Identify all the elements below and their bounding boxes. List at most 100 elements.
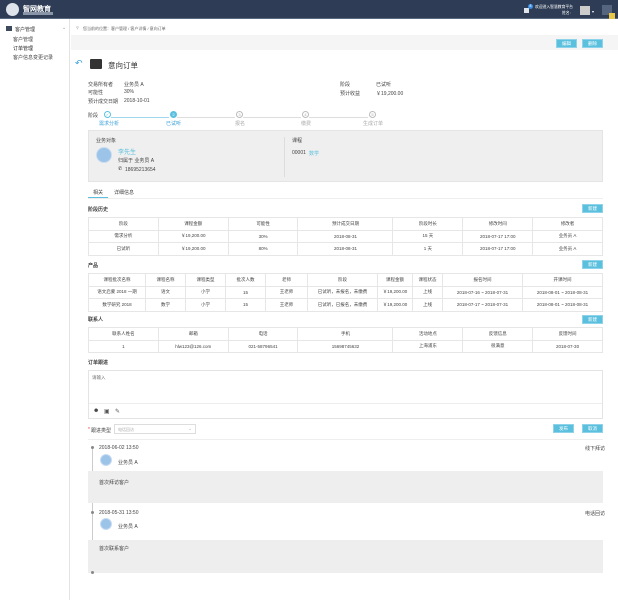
cell: ￥19,200.00 xyxy=(157,242,229,256)
contacts-table: 联系人姓名 邮箱 电话 手机 活动地点 反馈信息 反馈时间 1 hlw123@126.com 0… xyxy=(88,327,603,353)
timeline-end-dot xyxy=(91,571,94,574)
user-avatar xyxy=(100,454,112,466)
col-header: 开课时间 xyxy=(522,273,603,287)
sidebar-item-change-log[interactable]: 客户信息变更记录 xyxy=(13,55,54,61)
step-line xyxy=(111,117,169,118)
col-header: 可能性 xyxy=(227,217,299,231)
customer-card xyxy=(88,130,603,182)
top-header: 智网教育 8 欢迎进入智慧教育平台 姓名: ▾ xyxy=(0,0,618,19)
user-avatar[interactable] xyxy=(580,6,590,15)
cell: 语文启蒙 2018 一期 xyxy=(88,285,146,299)
history-new-button[interactable]: 新建 xyxy=(582,204,603,213)
col-header: 活动地点 xyxy=(392,327,464,341)
cell: 2018-08-01 ~ 2018-08-31 xyxy=(522,298,603,312)
cell: 15 xyxy=(225,285,266,299)
back-icon[interactable]: ↶ xyxy=(75,58,83,68)
stage-label: 阶段 xyxy=(340,82,351,88)
table-row: 数学研究 2018 数学 小学 15 王老师 已试听，已报名，未缴费 ￥19,200.00 上… xyxy=(88,298,603,312)
logo-text: 智网教育 xyxy=(23,6,51,13)
cell: 2018-08-31 xyxy=(297,242,394,256)
close-date-value: 2018-10-01 xyxy=(124,98,150,104)
cell: 2018-08-01 ~ 2018-08-31 xyxy=(522,285,603,299)
cell: 2018-07-17 ~ 2018-07-31 xyxy=(442,298,523,312)
delete-button[interactable]: 删除 xyxy=(582,39,603,48)
products-new-button[interactable]: 新建 xyxy=(582,260,603,269)
timeline-type: 电话回访 xyxy=(585,511,606,517)
contacts-title: 联系人 xyxy=(88,317,104,323)
message-icon[interactable] xyxy=(524,8,529,13)
followup-divider xyxy=(88,439,603,440)
followup-textarea[interactable] xyxy=(89,371,602,404)
attachment-icon[interactable]: ✎ xyxy=(115,409,121,415)
cell: 很满意 xyxy=(462,339,534,353)
publish-button[interactable]: 发布 xyxy=(553,424,574,433)
customer-phone: 18695213654 xyxy=(125,167,156,173)
contacts-new-button[interactable]: 新建 xyxy=(582,315,603,324)
cell: 2018-07-30 xyxy=(532,339,603,353)
step-line xyxy=(177,117,235,118)
chevron-down-icon: ⌄ xyxy=(188,426,193,432)
customer-name[interactable]: 李先生 xyxy=(118,150,137,156)
table-row: 1 hlw123@126.com 021-58796541 15698745632 上海… xyxy=(88,339,603,353)
followup-type-select[interactable]: 电话回访 ⌄ xyxy=(114,424,196,434)
cell: 业务员 A xyxy=(532,242,603,256)
col-header: 报名时间 xyxy=(442,273,523,287)
col-header: 课程金额 xyxy=(377,273,413,287)
cell: 业务员 A xyxy=(532,229,603,243)
cell: 上线 xyxy=(412,298,443,312)
col-header: 课程金额 xyxy=(157,217,229,231)
cell: 2018-08-31 xyxy=(297,229,394,243)
cell: 已试听，已报名，未缴费 xyxy=(307,298,378,312)
course-label: 课程 xyxy=(292,138,303,144)
tab-related[interactable]: 相关 xyxy=(93,190,104,196)
col-header: 课程批次名称 xyxy=(88,273,146,287)
col-header: 批次人数 xyxy=(225,273,266,287)
followup-title: 订单跟进 xyxy=(88,360,109,366)
menu-icon[interactable] xyxy=(602,5,612,15)
edit-button[interactable]: 编辑 xyxy=(556,39,577,48)
cell: 15698745632 xyxy=(297,339,394,353)
sidebar-group-customer[interactable]: 客户管理 xyxy=(15,27,36,33)
step-1-icon[interactable]: ✓ xyxy=(104,111,111,118)
tab-details[interactable]: 详细信息 xyxy=(114,190,135,196)
timeline-user: 业务员 A xyxy=(118,460,138,466)
step-5-icon[interactable]: 5 xyxy=(369,111,376,118)
table-row: 已试听 ￥19,200.00 80% 2018-08-31 1 天 2018-07-17 … xyxy=(88,242,603,256)
settings-icon[interactable] xyxy=(609,13,615,19)
followup-type-label: 跟进类型 xyxy=(91,428,112,434)
cell: 上线 xyxy=(412,285,443,299)
cell: 021-58796541 xyxy=(227,339,299,353)
col-header: 课程类型 xyxy=(185,273,226,287)
cancel-button[interactable]: 取消 xyxy=(582,424,603,433)
emoji-icon[interactable]: ☻ xyxy=(93,408,100,414)
col-header: 邮箱 xyxy=(157,327,229,341)
course-name[interactable]: 数学 xyxy=(309,151,320,157)
col-header: 阶段 xyxy=(307,273,378,287)
probability-label: 可能性 xyxy=(88,90,104,96)
step-4-icon[interactable]: 4 xyxy=(302,111,309,118)
required-marker: * xyxy=(88,427,90,433)
step-3-icon[interactable]: 3 xyxy=(236,111,243,118)
timeline-time: 2018-06-02 13:50 xyxy=(99,445,139,451)
col-header: 阶段 xyxy=(88,217,159,231)
course-code: 00001 xyxy=(292,150,306,156)
col-header: 修改时间 xyxy=(462,217,534,231)
step-2-icon[interactable]: 2 xyxy=(170,111,177,118)
user-avatar xyxy=(100,518,112,530)
col-header: 反馈时间 xyxy=(532,327,603,341)
cell: ￥19,200.00 xyxy=(377,298,413,312)
user-dropdown-icon[interactable]: ▾ xyxy=(592,9,595,14)
timeline-dot xyxy=(91,511,94,514)
revenue-value: ￥19,200.00 xyxy=(376,91,404,97)
action-bar xyxy=(71,35,618,50)
sidebar-item-customer[interactable]: 客户管理 xyxy=(13,37,34,43)
cell: 已试听，未报名，未缴费 xyxy=(307,285,378,299)
steps-label: 阶段 xyxy=(88,113,99,119)
step-1-label: 需求分析 xyxy=(99,121,120,127)
sidebar-item-orders[interactable]: 订单管理 xyxy=(13,46,34,52)
cell: 上海浦东 xyxy=(392,339,464,353)
cell: 15 天 xyxy=(392,229,464,243)
image-icon[interactable]: ▣ xyxy=(104,409,110,415)
cell: 小学 xyxy=(185,298,226,312)
chevron-down-icon[interactable]: ⌄ xyxy=(62,25,67,31)
